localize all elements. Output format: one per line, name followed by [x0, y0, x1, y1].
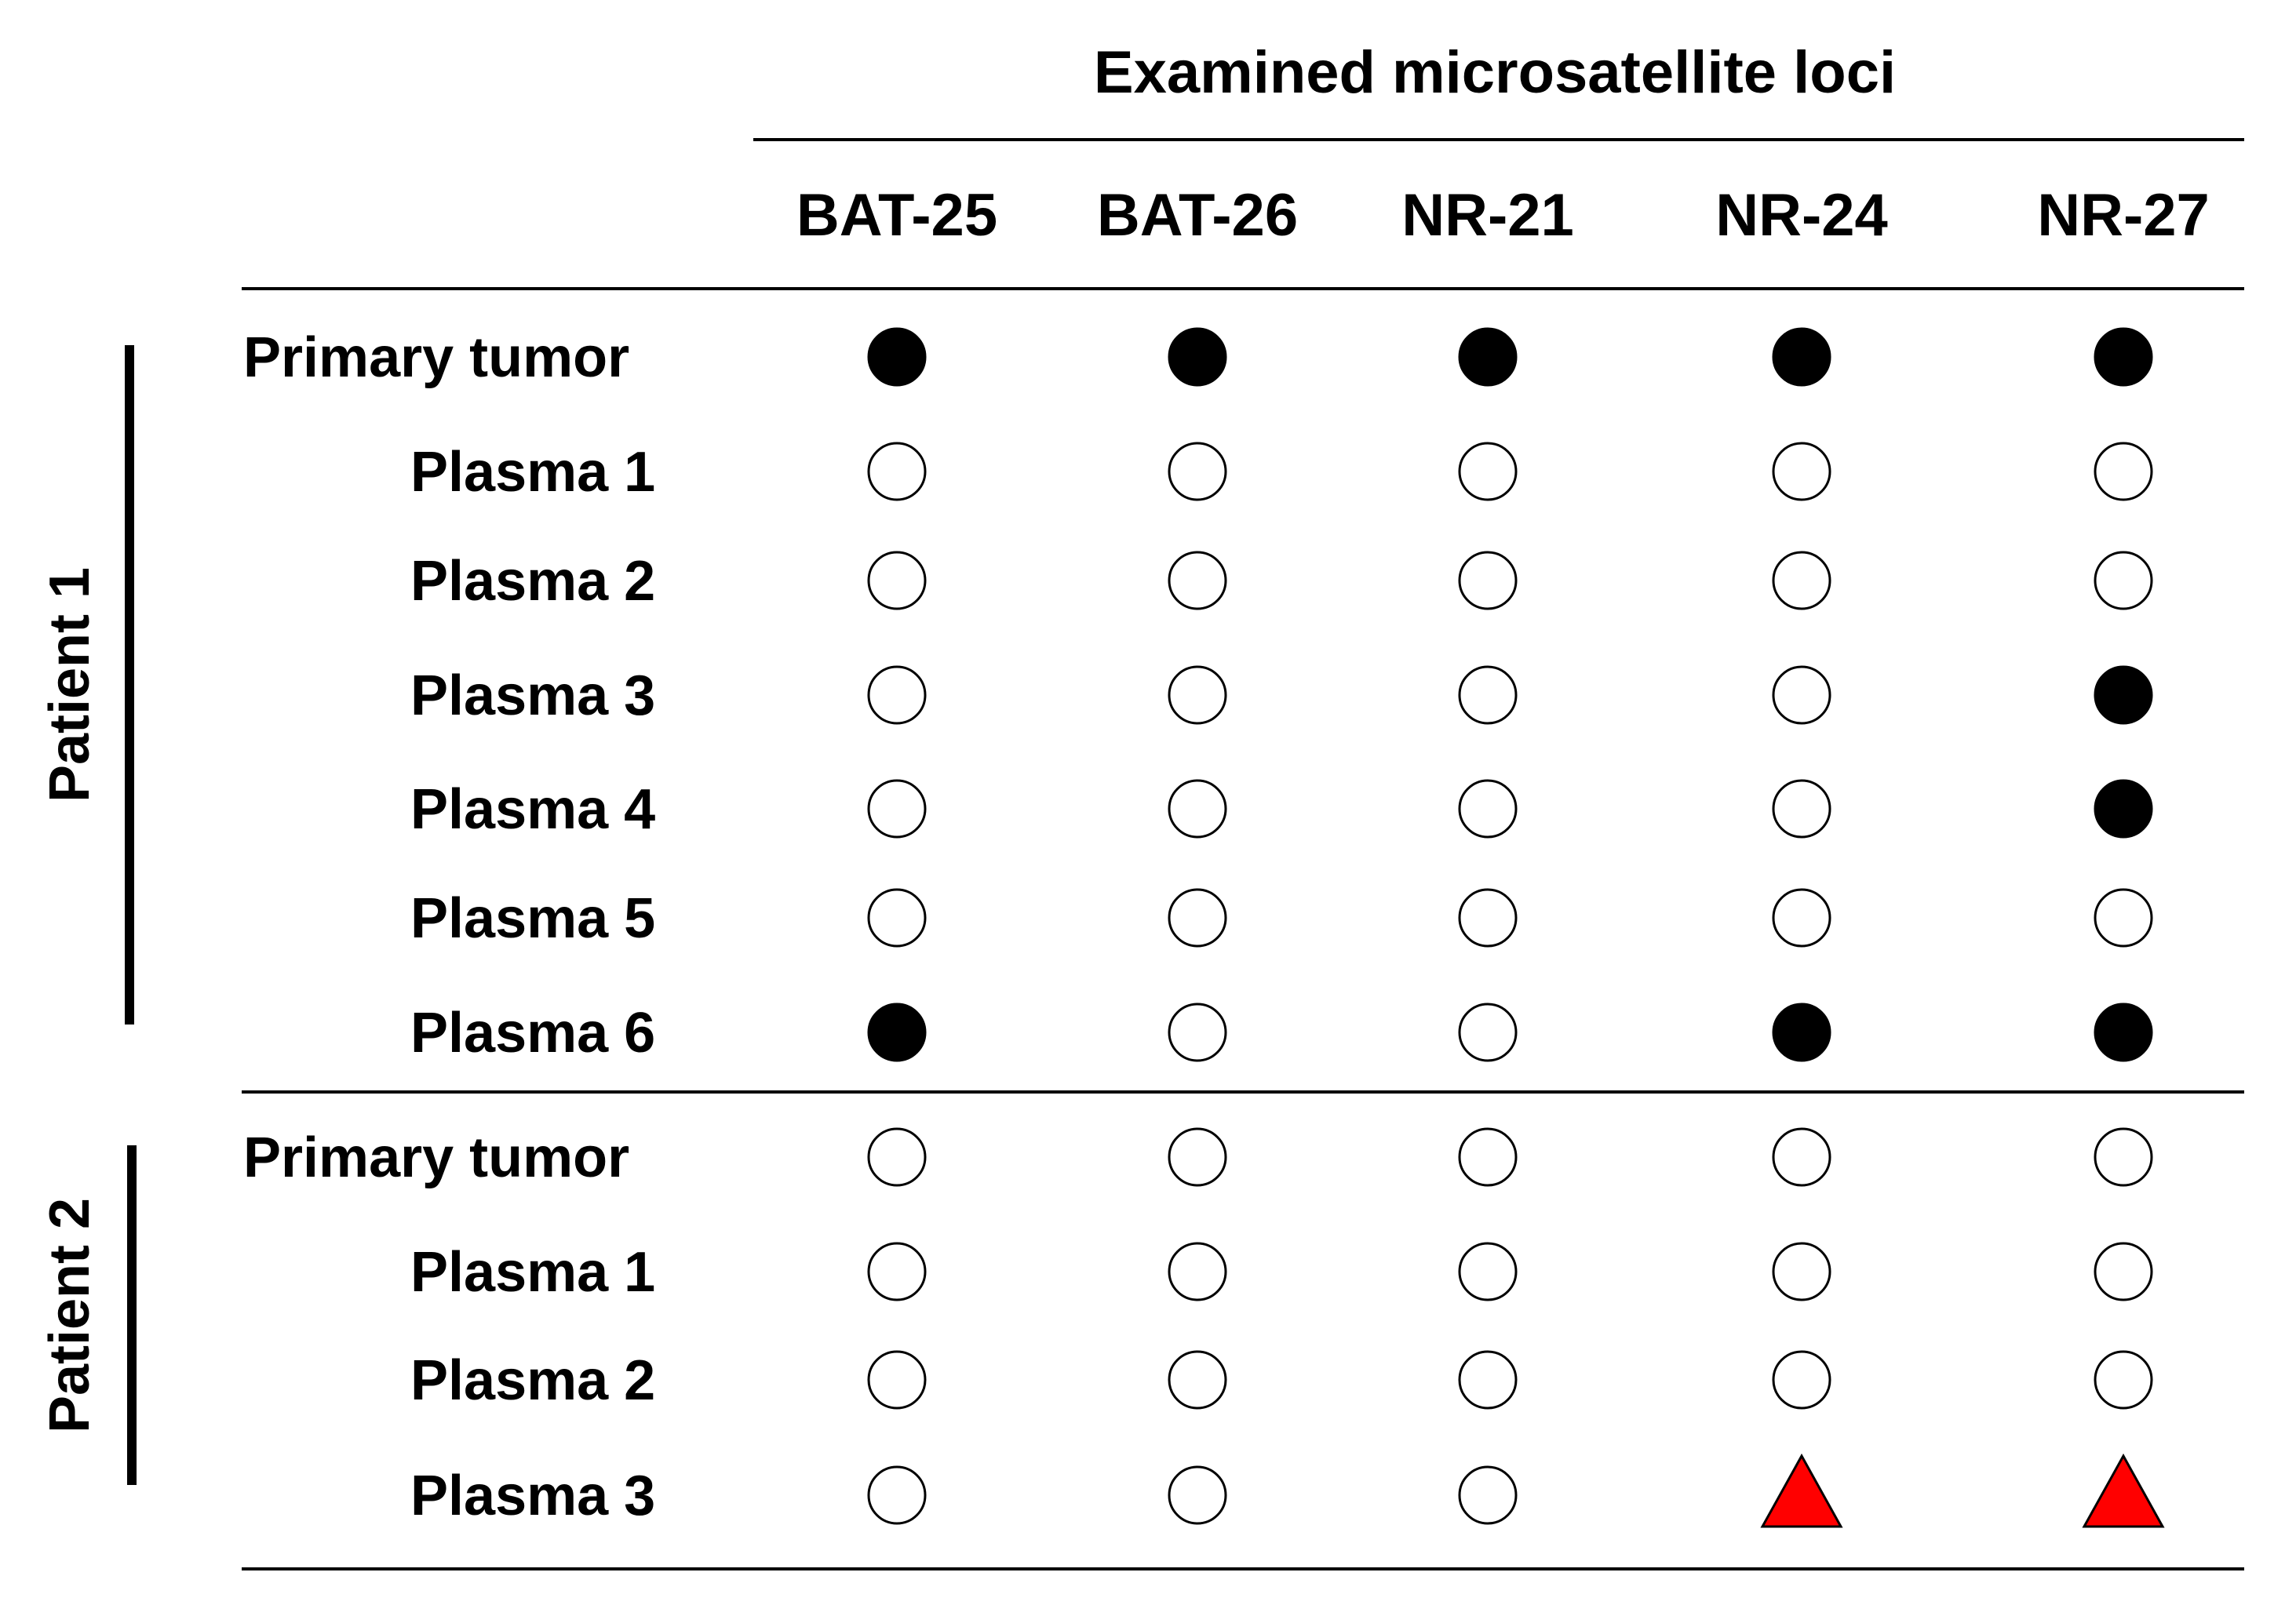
triangle-marker	[1760, 1453, 1843, 1528]
locus-header-nr-24: NR-24	[1715, 182, 1888, 249]
locus-header-bat-26: BAT-26	[1097, 182, 1298, 249]
triangle-marker	[2082, 1453, 2165, 1528]
open-circle-marker	[1772, 551, 1831, 610]
open-circle-marker	[1168, 1127, 1227, 1187]
sample-label: Primary tumor	[243, 326, 629, 389]
open-circle-marker	[2094, 1242, 2153, 1301]
open-circle-marker	[1772, 665, 1831, 725]
open-circle-marker	[2094, 1350, 2153, 1410]
open-circle-marker	[1772, 1350, 1831, 1410]
open-circle-marker	[1168, 665, 1227, 725]
locus-header-bat-25: BAT-25	[796, 182, 997, 249]
open-circle-marker	[1458, 779, 1518, 839]
open-circle-marker	[1458, 551, 1518, 610]
open-circle-marker	[1458, 1003, 1518, 1062]
filled-circle-marker	[1458, 327, 1518, 387]
open-circle-marker	[867, 888, 927, 948]
open-circle-marker	[867, 665, 927, 725]
sample-label: Plasma 3	[410, 664, 655, 727]
filled-circle-marker	[867, 1003, 927, 1062]
patient-group-1: Patient 1 Primary tumor Plasma 1 Plasma 2 Pl…	[38, 326, 2153, 1065]
patient-label: Patient 2	[38, 1198, 101, 1433]
open-circle-marker	[1772, 1242, 1831, 1301]
open-circle-marker	[1168, 442, 1227, 501]
open-circle-marker	[2094, 551, 2153, 610]
sample-label: Plasma 1	[410, 441, 655, 504]
filled-circle-marker	[867, 327, 927, 387]
open-circle-marker	[1168, 888, 1227, 948]
open-circle-marker	[1772, 1127, 1831, 1187]
open-circle-marker	[1458, 1350, 1518, 1410]
open-circle-marker	[1458, 1465, 1518, 1525]
sample-label: Plasma 1	[410, 1241, 655, 1304]
open-circle-marker	[1168, 551, 1227, 610]
open-circle-marker	[1458, 1242, 1518, 1301]
open-circle-marker	[867, 1242, 927, 1301]
open-circle-marker	[1772, 888, 1831, 948]
sample-label: Plasma 5	[410, 887, 655, 950]
filled-circle-marker	[2094, 779, 2153, 839]
patient-label: Patient 1	[38, 567, 101, 802]
open-circle-marker	[2094, 442, 2153, 501]
open-circle-marker	[1458, 1127, 1518, 1187]
open-circle-marker	[867, 442, 927, 501]
locus-headers: BAT-25 BAT-26 NR-21 NR-24 NR-27	[796, 182, 2210, 249]
filled-circle-marker	[1168, 327, 1227, 387]
locus-header-nr-27: NR-27	[2037, 182, 2210, 249]
open-circle-marker	[867, 1350, 927, 1410]
filled-circle-marker	[2094, 1003, 2153, 1062]
open-circle-marker	[867, 1465, 927, 1525]
open-circle-marker	[1168, 1242, 1227, 1301]
open-circle-marker	[1772, 442, 1831, 501]
sample-label: Plasma 3	[410, 1465, 655, 1527]
open-circle-marker	[1168, 1350, 1227, 1410]
patient-groups: Patient 1 Primary tumor Plasma 1 Plasma 2 Pl…	[38, 326, 2165, 1528]
filled-circle-marker	[2094, 327, 2153, 387]
open-circle-marker	[1772, 779, 1831, 839]
filled-circle-marker	[1772, 327, 1831, 387]
open-circle-marker	[867, 551, 927, 610]
open-circle-marker	[2094, 1127, 2153, 1187]
sample-label: Primary tumor	[243, 1126, 629, 1189]
patient-group-2: Patient 2 Primary tumor Plasma 1 Plasma 2 Pl…	[38, 1126, 2165, 1528]
open-circle-marker	[1168, 1465, 1227, 1525]
open-circle-marker	[1458, 665, 1518, 725]
filled-circle-marker	[1772, 1003, 1831, 1062]
open-circle-marker	[1458, 442, 1518, 501]
sample-label: Plasma 6	[410, 1002, 655, 1065]
sample-label: Plasma 2	[410, 1349, 655, 1412]
open-circle-marker	[867, 779, 927, 839]
open-circle-marker	[867, 1127, 927, 1187]
locus-header-nr-21: NR-21	[1401, 182, 1574, 249]
filled-circle-marker	[2094, 665, 2153, 725]
open-circle-marker	[1168, 779, 1227, 839]
sample-label: Plasma 2	[410, 550, 655, 613]
sample-label: Plasma 4	[410, 778, 655, 841]
figure-title: Examined microsatellite loci	[1094, 39, 1896, 106]
open-circle-marker	[1168, 1003, 1227, 1062]
open-circle-marker	[2094, 888, 2153, 948]
open-circle-marker	[1458, 888, 1518, 948]
